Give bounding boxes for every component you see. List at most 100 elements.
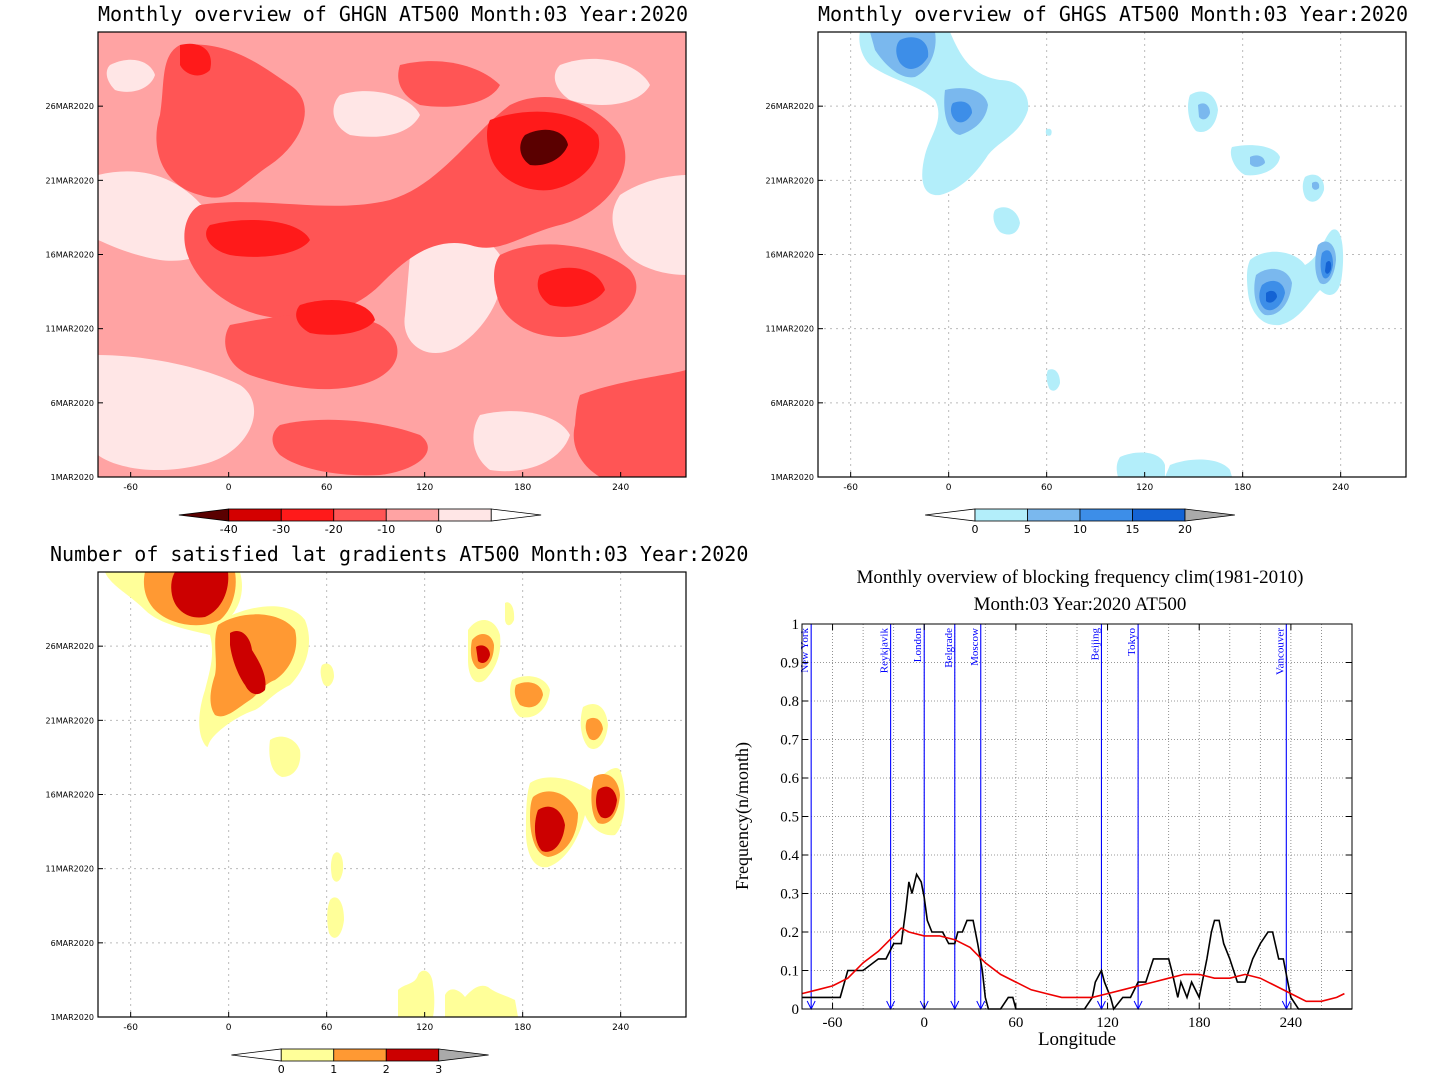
y-tick-label: 11MAR2020 <box>766 325 814 334</box>
panel4-title-line1: Monthly overview of blocking frequency c… <box>856 567 1304 588</box>
ghgn-axes: -60 0 60 120 180 240 1MAR2020 6MAR2020 11MAR2020… <box>46 102 630 493</box>
y-tick-label: 26MAR2020 <box>766 102 814 111</box>
y-tick-label: 0.5 <box>780 810 799 826</box>
ghgs-light-area <box>993 207 1020 235</box>
ghgs-high-area <box>950 101 972 123</box>
colorbar-segment <box>385 508 440 522</box>
ghgn-red-area <box>573 370 686 477</box>
x-tick-label: 60 <box>321 1023 333 1033</box>
city-label: Vancouver <box>1274 628 1286 675</box>
x-tick-label: 120 <box>416 483 433 493</box>
x-tick-label: -60 <box>123 1023 138 1033</box>
frequency-series-line <box>801 927 1345 1003</box>
colorbar-segment <box>974 508 1028 522</box>
ghgn-darkred-area <box>180 43 211 76</box>
y-axis-label: Frequency(n/month) <box>732 742 753 890</box>
colorbar-tip-high <box>490 508 542 522</box>
colorbar-label: 1 <box>330 1063 337 1076</box>
y-tick-label: 21MAR2020 <box>766 176 814 185</box>
y-tick-label: 26MAR2020 <box>46 642 94 651</box>
x-axis-label: Longitude <box>1038 1029 1116 1050</box>
ghgs-light-area <box>1045 128 1052 136</box>
colorbar-tip-high <box>1184 508 1235 522</box>
colorbar-label: -20 <box>325 523 343 536</box>
colorbar-tip-high <box>438 1048 489 1062</box>
city-label: Belgrade <box>943 628 955 668</box>
ghgn-map-panel: -60 0 60 120 180 240 1MAR2020 6MAR2020 11MAR2020… <box>46 31 687 536</box>
y-tick-label: 1MAR2020 <box>771 473 814 482</box>
ghgs-colorbar: 0 5 10 15 20 <box>925 508 1235 536</box>
ghgs-light-area <box>1116 452 1165 477</box>
ghgs-high-area <box>896 37 929 69</box>
ghgn-light-patch <box>333 91 420 137</box>
y-tick-label: 0.9 <box>780 656 799 672</box>
gradients-map-panel: -60 0 60 120 180 2401MAR20206MAR202011MAR2020… <box>46 571 687 1076</box>
colorbar-label: 0 <box>435 523 442 536</box>
frequency-grid <box>801 623 1353 1010</box>
gradients-level2-area <box>514 682 543 708</box>
y-tick-label: 0 <box>792 1002 800 1018</box>
colorbar-segment <box>438 508 492 522</box>
ghgs-light-area <box>1046 369 1060 391</box>
y-tick-label: 1 <box>792 617 800 633</box>
x-tick-label: -60 <box>843 483 858 493</box>
x-tick-label: 180 <box>514 1023 531 1033</box>
city-label: Moscow <box>969 628 981 666</box>
gradients-level1-area <box>445 985 518 1017</box>
y-tick-label: 0.1 <box>780 964 799 980</box>
ghgn-light-patch <box>106 59 155 92</box>
y-tick-label: 21MAR2020 <box>46 716 94 725</box>
y-tick-label: 6MAR2020 <box>771 399 814 408</box>
panel2-title: Monthly overview of GHGS AT500 Month:03 … <box>818 2 1409 26</box>
gradients-level1-area <box>327 897 344 938</box>
ghgn-contour-field <box>98 32 686 477</box>
ghgs-max-area <box>1325 261 1332 274</box>
city-label: New York <box>799 628 811 673</box>
colorbar-label: 10 <box>1073 523 1087 536</box>
y-tick-label: 0.6 <box>780 771 799 787</box>
gradients-level3-area <box>230 630 266 695</box>
x-tick-label: 180 <box>1188 1015 1211 1031</box>
gradients-level1-area <box>398 970 435 1017</box>
ghgn-darkred-area <box>537 267 605 307</box>
x-tick-label: 120 <box>416 1023 433 1033</box>
x-tick-label: 0 <box>226 1023 232 1033</box>
colorbar-label: 20 <box>1178 523 1192 536</box>
ghgn-red-area <box>398 61 500 107</box>
colorbar-label: 5 <box>1024 523 1031 536</box>
y-tick-label: 6MAR2020 <box>51 399 94 408</box>
panel4-title-line2: Month:03 Year:2020 AT500 <box>973 594 1187 615</box>
colorbar-label: 15 <box>1126 523 1140 536</box>
colorbar-tip-low <box>178 508 230 522</box>
x-tick-label: 240 <box>612 483 629 493</box>
colorbar-label: -40 <box>220 523 238 536</box>
x-tick-label: 240 <box>612 1023 629 1033</box>
x-tick-label: 0 <box>920 1015 928 1031</box>
blocking-frequency-chart: New York Reykjavik London Belgrade Moscow Bei… <box>732 617 1353 1050</box>
city-label: London <box>912 628 924 663</box>
colorbar-label: -30 <box>272 523 290 536</box>
y-tick-label: 0.2 <box>780 925 799 941</box>
colorbar-tip-low <box>925 508 976 522</box>
gradients-level3-area <box>476 645 490 663</box>
gradients-contour-field <box>105 572 625 1017</box>
ghgs-mid-area <box>1312 181 1320 190</box>
gradients-level1-area <box>269 736 301 777</box>
y-tick-label: 6MAR2020 <box>51 939 94 948</box>
x-tick-label: 60 <box>321 483 333 493</box>
ghgn-darkred-area <box>296 300 375 335</box>
ghgn-light-patch <box>554 58 650 105</box>
city-label: Tokyo <box>1126 628 1138 656</box>
gradients-level3-area <box>171 572 229 618</box>
ghgs-mid-area <box>1198 103 1210 120</box>
y-tick-label: 11MAR2020 <box>46 325 94 334</box>
x-tick-label: 60 <box>1041 483 1053 493</box>
city-markers: New York Reykjavik London Belgrade Moscow Bei… <box>799 624 1291 1011</box>
y-tick-label: 0.4 <box>780 848 799 864</box>
y-tick-label: 21MAR2020 <box>46 176 94 185</box>
y-tick-label: 0.8 <box>780 694 799 710</box>
x-tick-label: 240 <box>1332 483 1349 493</box>
ghgn-light-patch <box>98 355 255 471</box>
city-label: Beijing <box>1089 628 1101 661</box>
gradients-level1-area <box>505 602 515 626</box>
